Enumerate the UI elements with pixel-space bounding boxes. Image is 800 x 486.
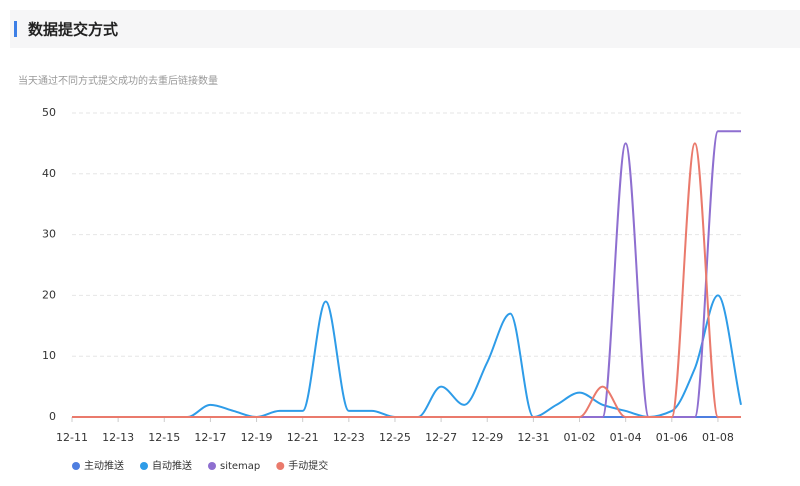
x-tick-label: 12-21 [287,431,319,444]
x-tick-label: 01-06 [656,431,688,444]
legend-label: sitemap [220,461,260,472]
series-line [71,142,741,419]
x-tick-label: 12-13 [102,431,134,444]
legend-swatch [140,462,148,470]
x-tick-label: 01-04 [610,431,642,444]
x-tick-label: 12-23 [333,431,365,444]
legend-label: 手动提交 [288,459,328,472]
x-tick-label: 12-19 [241,431,273,444]
legend-swatch [208,462,216,470]
legend-swatch [276,462,285,470]
y-tick-label: 20 [42,288,56,301]
x-tick-label: 01-02 [564,431,596,444]
header-title: 数据提交方式 [28,21,118,39]
y-tick-label: 50 [42,106,56,119]
x-tick-label: 12-29 [471,431,503,444]
y-tick-label: 40 [42,167,56,180]
legend-label: 自动推送 [152,459,192,472]
legend-swatch [72,462,80,470]
header-accent [14,21,17,37]
x-tick-label: 12-15 [148,431,180,444]
x-tick-label: 12-25 [379,431,411,444]
legend-label: 主动推送 [84,459,124,472]
x-tick-label: 01-08 [702,431,734,444]
x-tick-label: 12-27 [425,431,457,444]
y-tick-label: 10 [42,349,56,362]
y-tick-label: 30 [42,228,56,241]
header-bar [10,10,800,48]
x-tick-label: 12-17 [194,431,226,444]
y-tick-label: 0 [49,410,56,423]
x-tick-label: 12-31 [517,431,549,444]
x-tick-label: 12-11 [56,431,88,444]
chart-subtitle: 当天通过不同方式提交成功的去重后链接数量 [18,74,218,87]
